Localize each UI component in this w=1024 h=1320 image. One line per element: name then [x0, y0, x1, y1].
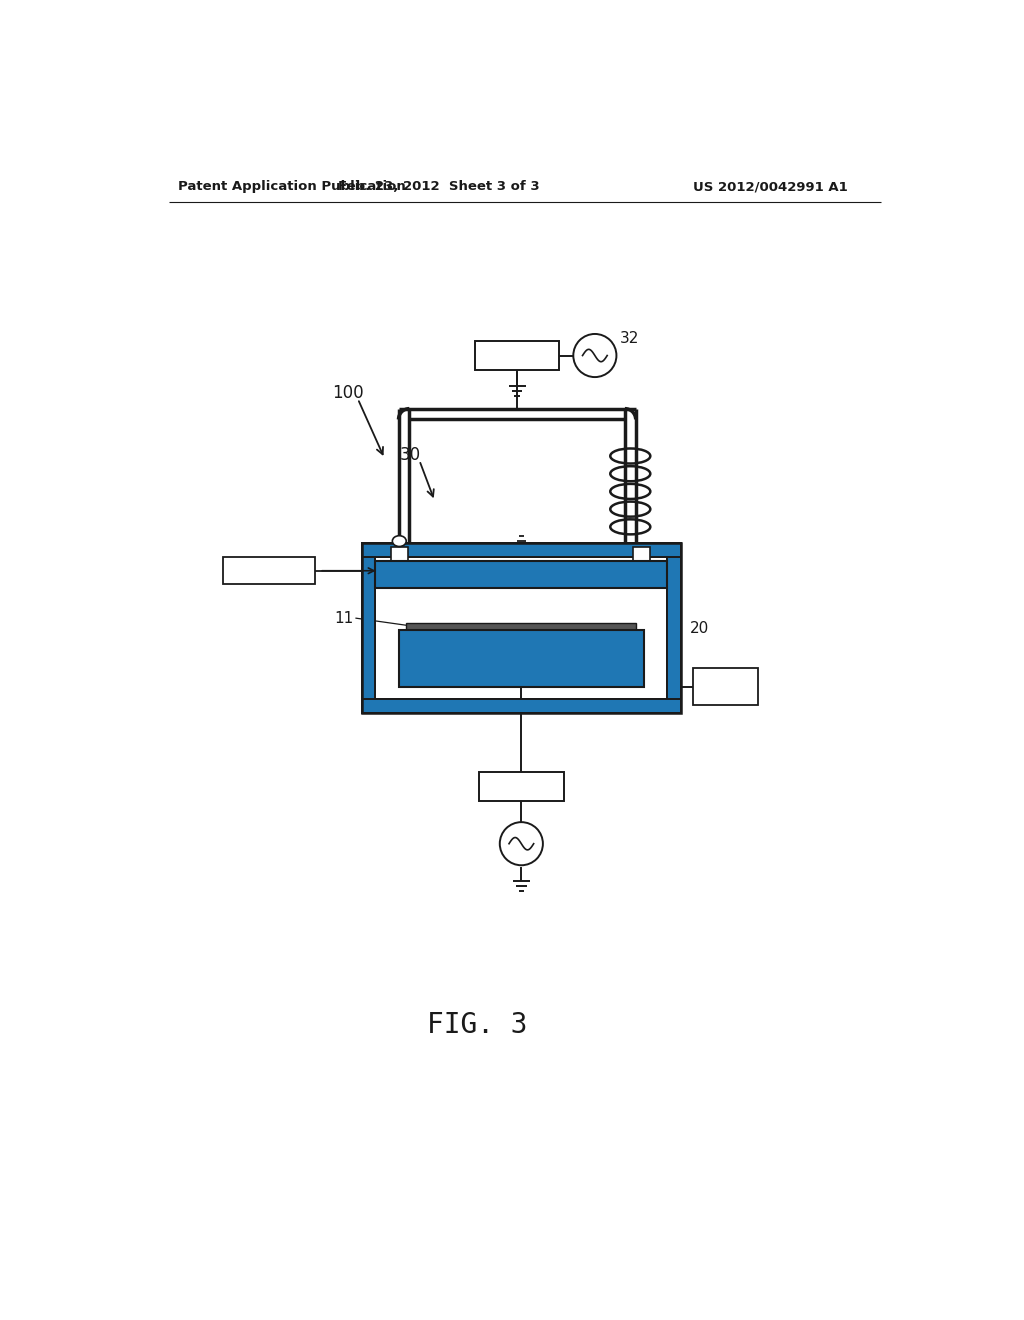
- Text: 100: 100: [333, 384, 364, 403]
- Bar: [398, 630, 644, 688]
- Bar: [361, 544, 376, 713]
- Bar: [361, 544, 681, 557]
- Bar: [475, 341, 559, 370]
- Ellipse shape: [392, 536, 407, 546]
- Bar: [223, 557, 315, 585]
- Text: 32: 32: [621, 331, 640, 346]
- Ellipse shape: [500, 822, 543, 866]
- Text: Z MATCH: Z MATCH: [483, 348, 551, 362]
- Bar: [398, 630, 644, 688]
- Text: US 2012/0042991 A1: US 2012/0042991 A1: [692, 181, 848, 194]
- Bar: [361, 544, 681, 557]
- Ellipse shape: [573, 334, 616, 378]
- Bar: [361, 700, 681, 713]
- Bar: [668, 544, 681, 713]
- Bar: [376, 561, 668, 589]
- Bar: [361, 700, 681, 713]
- Text: PROCESS GAS: PROCESS GAS: [223, 564, 315, 577]
- Text: FIG. 3: FIG. 3: [427, 1011, 527, 1039]
- Text: 11: 11: [335, 611, 354, 626]
- Bar: [361, 544, 681, 713]
- Bar: [407, 623, 637, 630]
- Text: Z MATCH: Z MATCH: [488, 780, 555, 793]
- Bar: [633, 548, 649, 561]
- Text: Feb. 23, 2012  Sheet 3 of 3: Feb. 23, 2012 Sheet 3 of 3: [338, 181, 540, 194]
- Bar: [479, 772, 563, 801]
- Text: PUMP: PUMP: [706, 680, 745, 693]
- Bar: [376, 561, 668, 589]
- Bar: [692, 668, 758, 705]
- Bar: [391, 548, 408, 561]
- Text: 20: 20: [690, 620, 710, 636]
- Text: Patent Application Publication: Patent Application Publication: [178, 181, 407, 194]
- Text: 30: 30: [400, 446, 421, 463]
- Bar: [361, 544, 376, 713]
- Bar: [668, 544, 681, 713]
